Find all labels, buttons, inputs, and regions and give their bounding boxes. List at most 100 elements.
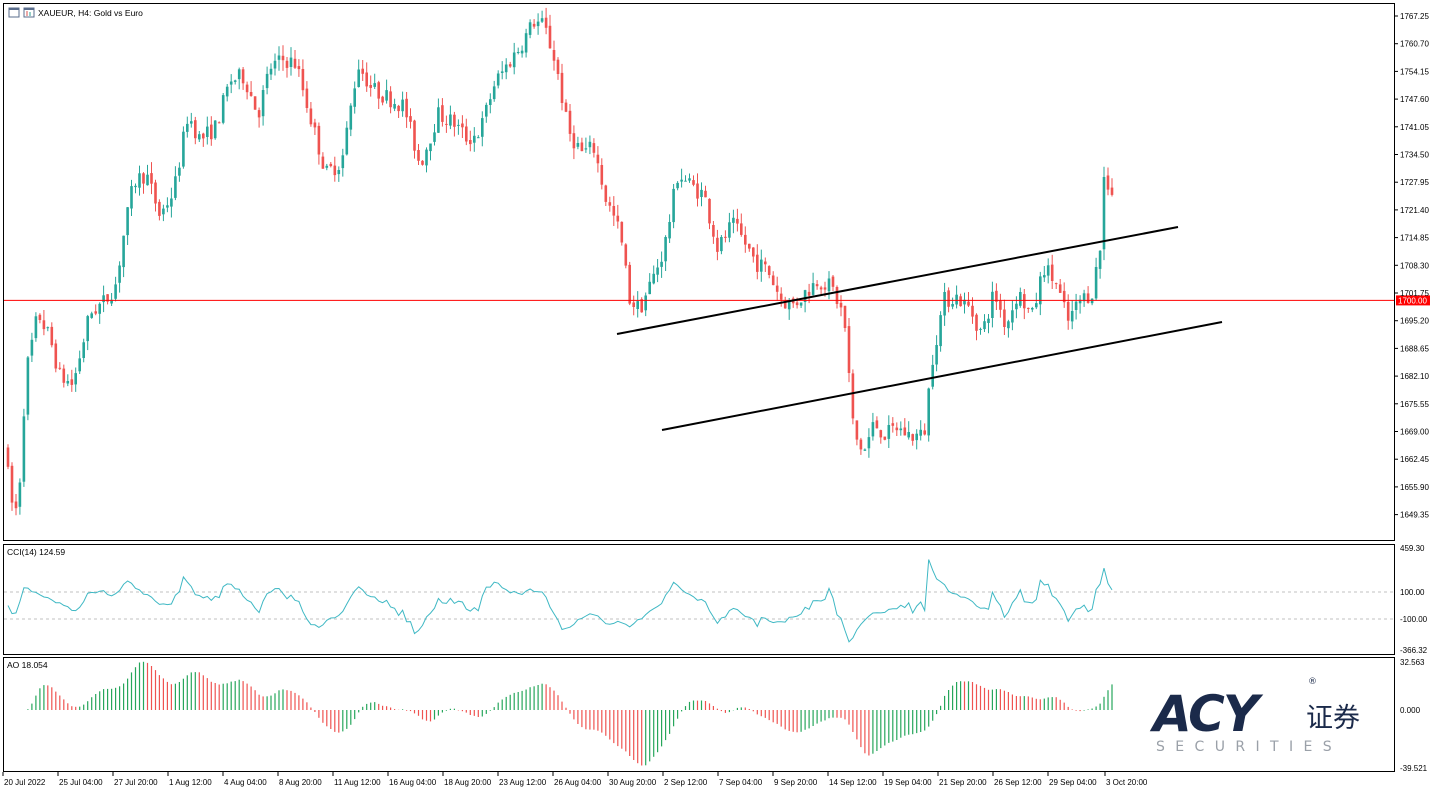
price-axis-label: 1655.90	[1400, 483, 1429, 492]
candle-body	[939, 315, 942, 347]
time-axis-label: 16 Aug 04:00	[389, 778, 437, 787]
candle-body	[692, 180, 695, 185]
candle-body	[285, 60, 289, 68]
candle-body	[779, 293, 783, 300]
candle-body	[361, 68, 364, 74]
time-axis-label: 27 Jul 20:00	[114, 778, 158, 787]
candle-body	[863, 449, 867, 451]
candle-body	[353, 88, 356, 107]
candle-body	[413, 120, 416, 151]
candle-body	[277, 55, 281, 60]
candle-body	[178, 167, 181, 176]
candle-body	[676, 182, 679, 189]
symbol-title-text: XAUEUR, H4: Gold vs Euro	[38, 8, 143, 18]
candle-body	[485, 104, 488, 117]
cci-series	[4, 559, 1394, 643]
candle-body	[1011, 310, 1014, 323]
time-axis-label: 8 Aug 20:00	[279, 778, 322, 787]
candle-body	[871, 422, 875, 437]
candle-body	[281, 55, 285, 61]
candle-body	[142, 173, 145, 184]
candle-body	[66, 381, 70, 384]
candle-body	[568, 110, 572, 134]
price-axis-label: 1708.30	[1400, 261, 1429, 270]
candle-body	[767, 266, 771, 275]
candle-body	[1050, 264, 1054, 281]
price-axis-label: 1714.85	[1400, 234, 1429, 243]
candle-body	[616, 215, 620, 222]
candle-body	[1015, 303, 1018, 310]
candle-body	[644, 295, 647, 311]
candle-body	[851, 373, 855, 419]
candle-body	[42, 320, 46, 330]
candle-body	[18, 482, 22, 507]
candle-body	[1070, 311, 1074, 322]
channel-lower-trendline[interactable]	[661, 321, 1223, 431]
candle-body	[174, 176, 177, 198]
candle-body	[313, 122, 317, 128]
candle-body	[437, 107, 440, 133]
candle-body	[915, 433, 918, 441]
price-axis-label: 1767.25	[1400, 12, 1429, 21]
candle-body	[237, 69, 241, 80]
price-axis-label: 1675.55	[1400, 400, 1429, 409]
time-axis-label: 29 Sep 04:00	[1049, 778, 1097, 787]
candle-body	[608, 202, 612, 206]
candle-body	[182, 131, 185, 167]
candle-body	[1031, 308, 1034, 310]
candle-body	[524, 33, 528, 53]
candle-body	[106, 294, 109, 302]
candle-body	[325, 165, 329, 168]
candle-body	[373, 83, 376, 87]
candle-body	[787, 300, 791, 310]
candle-body	[923, 430, 926, 435]
candle-body	[122, 235, 125, 268]
candle-body	[46, 327, 50, 329]
candle-body	[401, 99, 404, 112]
horizontal-line-group: 1700.00	[4, 295, 1430, 306]
ao-panel[interactable]	[3, 657, 1395, 772]
candle-body	[289, 57, 293, 67]
candle-body	[134, 185, 137, 188]
candle-body	[604, 185, 608, 202]
candle-body	[217, 122, 221, 124]
candle-body	[389, 91, 392, 108]
candle-body	[1086, 293, 1090, 303]
candle-body	[588, 141, 592, 148]
candle-body	[301, 69, 305, 91]
candle-body	[473, 135, 476, 143]
candle-body	[1106, 175, 1110, 190]
candle-body	[1078, 299, 1082, 304]
candle-body	[807, 291, 811, 296]
candle-body	[859, 439, 863, 450]
candle-body	[377, 82, 380, 99]
hline-price-label: 1700.00	[1398, 296, 1427, 305]
candle-body	[1039, 276, 1042, 305]
candle-body	[536, 21, 540, 27]
time-axis-label: 19 Sep 04:00	[884, 778, 932, 787]
candle-body	[445, 123, 448, 125]
candle-body	[891, 423, 895, 426]
candle-body	[1043, 275, 1046, 278]
candle-body	[241, 69, 245, 84]
candle-body	[98, 303, 101, 314]
time-axis-label: 11 Aug 12:00	[334, 778, 381, 787]
main-price-panel[interactable]	[3, 3, 1395, 541]
candle-body	[22, 416, 26, 482]
candle-body	[341, 155, 345, 169]
candle-body	[329, 163, 333, 167]
candle-body	[544, 17, 548, 28]
candle-body	[720, 237, 723, 252]
candle-body	[321, 156, 325, 169]
candle-body	[1054, 283, 1058, 285]
logo-tagline: SECURITIES	[1156, 739, 1342, 755]
price-axis-label: 1701.75	[1400, 289, 1429, 298]
candle-body	[30, 339, 34, 356]
candle-body	[1007, 321, 1010, 329]
candle-body	[1110, 187, 1114, 195]
candle-body	[1082, 293, 1086, 302]
channel-upper-trendline[interactable]	[616, 226, 1179, 335]
candle-body	[70, 379, 74, 385]
